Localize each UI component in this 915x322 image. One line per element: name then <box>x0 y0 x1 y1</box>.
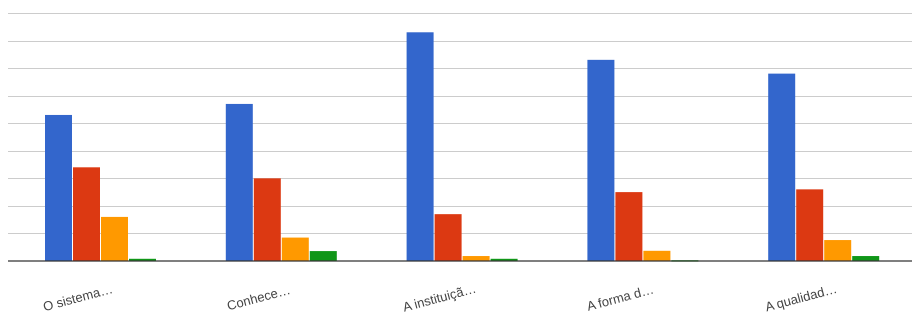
bar <box>768 73 796 261</box>
bar <box>462 256 490 261</box>
bar <box>406 32 434 262</box>
bar <box>796 189 824 261</box>
x-tick-label: O sistema… <box>41 281 114 314</box>
bar <box>615 192 643 261</box>
bar <box>587 59 615 261</box>
bar <box>490 258 518 261</box>
x-tick-label: A qualidad… <box>763 281 838 315</box>
x-tick-labels: O sistema… Conhece… A instituiçã… A forma d… <box>41 281 838 315</box>
bar <box>225 103 253 261</box>
x-tick-label: A instituiçã… <box>401 281 477 315</box>
bar <box>45 114 72 261</box>
bar <box>852 256 880 261</box>
bar <box>101 216 128 261</box>
bar <box>434 214 462 261</box>
x-tick-label: A forma d… <box>585 282 655 314</box>
bar-series <box>45 32 880 262</box>
bar <box>824 240 852 261</box>
bar <box>643 250 671 261</box>
gridlines <box>8 13 912 234</box>
bar <box>309 251 337 261</box>
bar <box>281 237 309 261</box>
x-tick-label: Conhece… <box>225 282 292 313</box>
bar <box>73 167 100 261</box>
bar <box>129 258 156 261</box>
bar <box>253 178 281 261</box>
